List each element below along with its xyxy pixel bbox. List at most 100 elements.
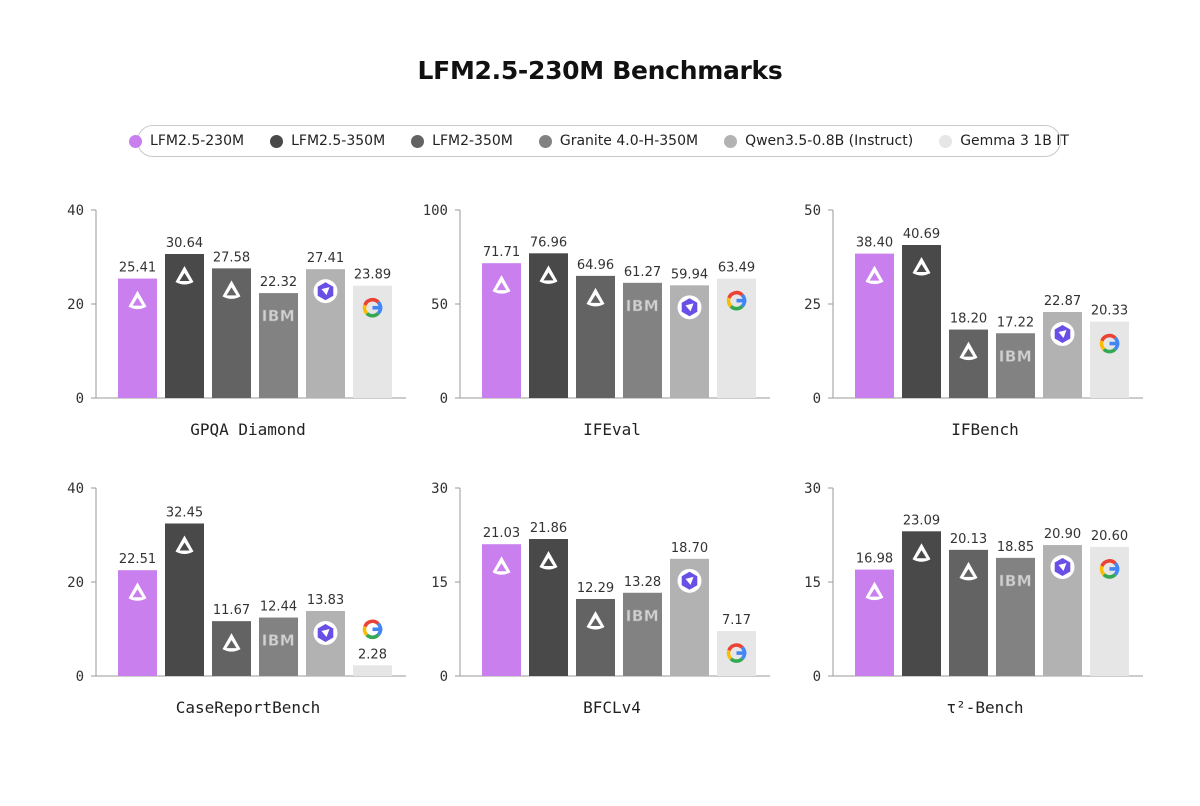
value-label: 63.49 xyxy=(718,261,755,276)
google-logo-icon xyxy=(362,619,383,640)
ibm-logo-icon: IBM xyxy=(625,297,659,316)
value-label: 23.09 xyxy=(903,513,940,528)
benchmark-chart: 0 25 50 38.40 40.69 18.20 17.22 IBM 22.87 20.33 IF… xyxy=(804,203,1143,439)
value-label: 18.85 xyxy=(997,540,1034,555)
benchmark-chart: 0 15 30 21.03 21.86 12.29 13.28 IBM 18.70 7.17 BFC… xyxy=(431,481,770,717)
bar xyxy=(902,245,941,398)
google-logo-icon xyxy=(1099,559,1120,579)
liquid-logo-icon xyxy=(539,265,558,284)
svg-text:IBM: IBM xyxy=(999,572,1032,590)
google-logo-icon xyxy=(1099,333,1120,354)
liquid-logo-icon xyxy=(539,551,558,570)
google-logo-icon xyxy=(726,643,747,663)
value-label: 11.67 xyxy=(213,603,250,618)
legend-swatch xyxy=(538,134,552,148)
qwen-logo-icon xyxy=(313,620,338,645)
liquid-logo-icon xyxy=(492,556,511,575)
y-tick-label: 30 xyxy=(804,481,821,497)
value-label: 2.28 xyxy=(358,647,387,662)
legend-item: Granite 4.0-H-350M xyxy=(538,133,699,149)
bar xyxy=(529,539,568,676)
bar xyxy=(165,253,204,398)
chart-title: τ²-Bench xyxy=(946,698,1023,717)
value-label: 7.17 xyxy=(722,613,751,628)
liquid-logo-icon xyxy=(865,265,884,285)
value-label: 18.20 xyxy=(950,312,987,327)
y-tick-label: 100 xyxy=(423,203,448,219)
liquid-logo-icon xyxy=(222,280,241,299)
y-tick-label: 50 xyxy=(431,297,448,313)
bar xyxy=(902,531,941,676)
legend-swatch xyxy=(939,134,953,148)
value-label: 22.87 xyxy=(1044,294,1081,309)
y-tick-label: 0 xyxy=(813,391,821,407)
svg-text:IBM: IBM xyxy=(999,347,1032,365)
benchmark-chart: 0 20 40 22.51 32.45 11.67 12.44 IBM 13.83 2.28 Cas… xyxy=(67,481,406,717)
value-label: 20.90 xyxy=(1044,527,1081,542)
value-label: 27.41 xyxy=(307,251,344,266)
qwen-logo-icon xyxy=(1050,322,1075,347)
legend-label: Granite 4.0-H-350M xyxy=(559,133,699,149)
value-label: 12.44 xyxy=(260,600,297,615)
bar xyxy=(996,557,1035,676)
legend-item: LFM2.5-230M xyxy=(129,133,244,149)
y-tick-label: 0 xyxy=(76,391,84,407)
ibm-logo-icon: IBM xyxy=(998,572,1032,591)
value-label: 30.64 xyxy=(166,236,203,251)
ibm-logo-icon: IBM xyxy=(261,307,295,326)
bar xyxy=(576,598,615,676)
legend-item: LFM2.5-350M xyxy=(270,133,385,149)
y-tick-label: 0 xyxy=(76,669,84,685)
value-label: 13.83 xyxy=(307,593,344,608)
ibm-logo-icon: IBM xyxy=(625,606,659,625)
liquid-logo-icon xyxy=(865,581,884,601)
legend-swatch xyxy=(129,134,143,148)
bar xyxy=(576,275,615,398)
bar xyxy=(623,282,662,398)
value-label: 16.98 xyxy=(856,552,893,567)
bar xyxy=(482,544,521,676)
bar xyxy=(165,523,204,676)
value-label: 20.60 xyxy=(1091,529,1128,544)
legend-swatch xyxy=(270,134,284,148)
value-label: 18.70 xyxy=(671,541,708,556)
value-label: 40.69 xyxy=(903,227,940,242)
value-label: 32.45 xyxy=(166,505,203,520)
chart-title: CaseReportBench xyxy=(176,698,321,717)
ibm-logo-icon: IBM xyxy=(261,631,295,650)
liquid-logo-icon xyxy=(586,287,605,307)
y-tick-label: 50 xyxy=(804,203,821,219)
bar xyxy=(855,253,894,398)
chart-title: IFEval xyxy=(583,420,641,439)
value-label: 27.58 xyxy=(213,250,250,265)
benchmark-chart: 0 20 40 25.41 30.64 27.58 22.32 IBM 27.41 23.89 GP… xyxy=(67,203,406,439)
liquid-logo-icon xyxy=(222,633,241,652)
value-label: 23.89 xyxy=(354,268,391,283)
chart-title: GPQA Diamond xyxy=(190,420,306,439)
liquid-logo-icon xyxy=(175,535,194,554)
value-label: 20.33 xyxy=(1091,304,1128,319)
svg-text:IBM: IBM xyxy=(262,632,295,650)
qwen-logo-icon xyxy=(1050,555,1075,580)
legend-item: Qwen3.5-0.8B (Instruct) xyxy=(724,133,913,149)
ibm-logo-icon: IBM xyxy=(998,347,1032,366)
bar xyxy=(717,278,756,398)
value-label: 22.32 xyxy=(260,275,297,290)
bar xyxy=(529,253,568,398)
google-logo-icon xyxy=(362,297,383,318)
legend-label: Qwen3.5-0.8B (Instruct) xyxy=(745,133,914,149)
liquid-logo-icon xyxy=(586,610,605,630)
value-label: 64.96 xyxy=(577,258,614,273)
page-title: LFM2.5-230M Benchmarks xyxy=(417,56,783,85)
liquid-logo-icon xyxy=(128,290,147,310)
y-tick-label: 30 xyxy=(431,481,448,497)
liquid-logo-icon xyxy=(492,275,511,294)
value-label: 21.86 xyxy=(530,521,567,536)
value-label: 71.71 xyxy=(483,245,520,260)
y-tick-label: 40 xyxy=(67,203,84,219)
y-tick-label: 20 xyxy=(67,575,84,591)
bar xyxy=(259,617,298,676)
bar xyxy=(353,665,392,676)
value-label: 38.40 xyxy=(856,236,893,251)
